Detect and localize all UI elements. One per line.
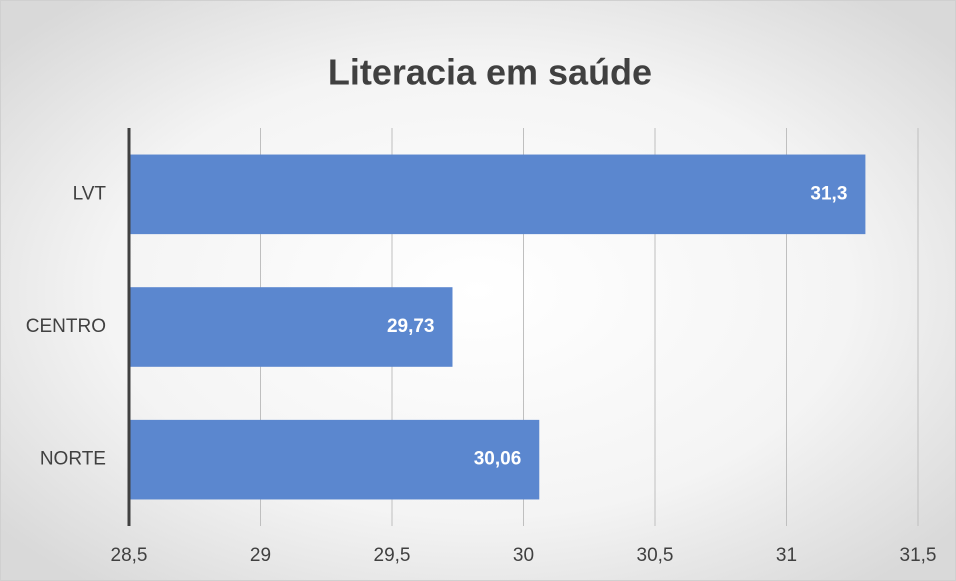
y-tick-label: NORTE xyxy=(40,449,106,470)
x-tick-label: 29,5 xyxy=(374,545,411,566)
x-tick-label: 29 xyxy=(250,545,271,566)
x-tick-label: 31,5 xyxy=(900,545,937,566)
y-tick-label: LVT xyxy=(73,183,107,204)
data-label: 29,73 xyxy=(387,316,435,337)
x-tick-label: 31 xyxy=(776,545,797,566)
y-tick-label: CENTRO xyxy=(26,316,106,337)
x-tick-label: 28,5 xyxy=(111,545,148,566)
bar xyxy=(129,419,540,500)
data-label: 30,06 xyxy=(474,449,522,470)
x-tick-label: 30 xyxy=(513,545,534,566)
chart-title: Literacia em saúde xyxy=(328,52,652,93)
bar xyxy=(129,287,453,367)
x-tick-label: 30,5 xyxy=(637,545,674,566)
data-label: 31,3 xyxy=(810,183,847,204)
bar xyxy=(129,154,866,235)
